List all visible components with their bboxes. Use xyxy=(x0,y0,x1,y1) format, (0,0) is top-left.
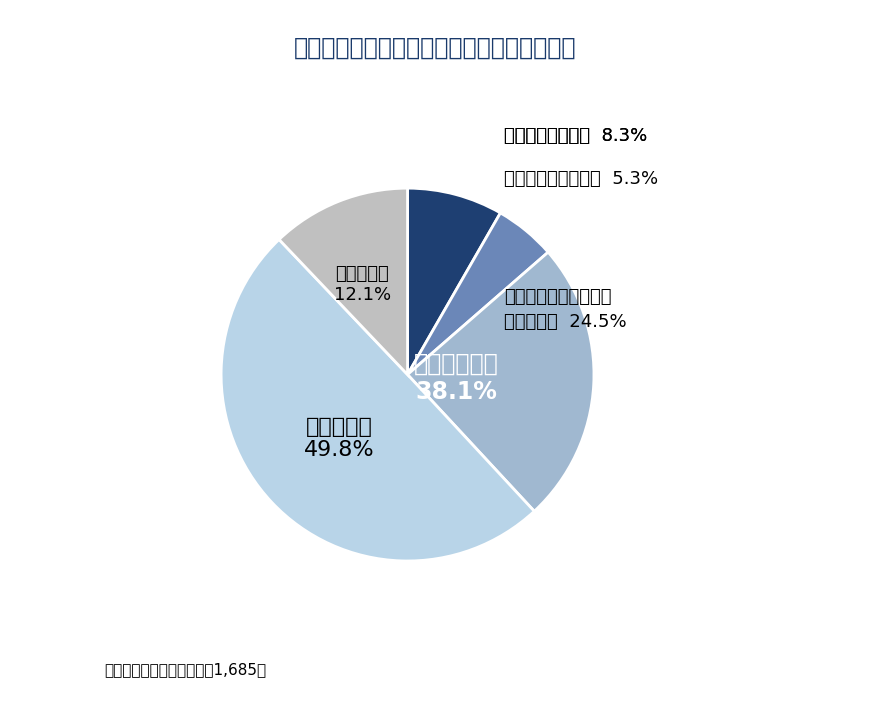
Text: 興味はない
49.8%: 興味はない 49.8% xyxy=(304,417,375,460)
Wedge shape xyxy=(279,188,408,375)
Text: 既に活用している  8.3%: 既に活用している 8.3% xyxy=(504,127,648,145)
Text: 検討はしていないが、
興味はある  24.5%: 検討はしていないが、 興味はある 24.5% xyxy=(504,288,627,331)
Text: 活用を検討している  5.3%: 活用を検討している 5.3% xyxy=(504,170,658,188)
Wedge shape xyxy=(221,239,534,561)
Title: スポットワーカーの活用に関する企業の意識: スポットワーカーの活用に関する企業の意識 xyxy=(294,36,577,60)
Wedge shape xyxy=(408,213,548,375)
Text: 注：母数は、有効回答企業1,685社: 注：母数は、有効回答企業1,685社 xyxy=(105,662,267,677)
Text: 分からない
12.1%: 分からない 12.1% xyxy=(334,265,391,304)
Wedge shape xyxy=(408,188,501,375)
Text: 活用に前向き
38.1%: 活用に前向き 38.1% xyxy=(414,352,498,404)
Wedge shape xyxy=(408,252,594,511)
Text: 既に活用している  8.3%: 既に活用している 8.3% xyxy=(504,127,648,145)
